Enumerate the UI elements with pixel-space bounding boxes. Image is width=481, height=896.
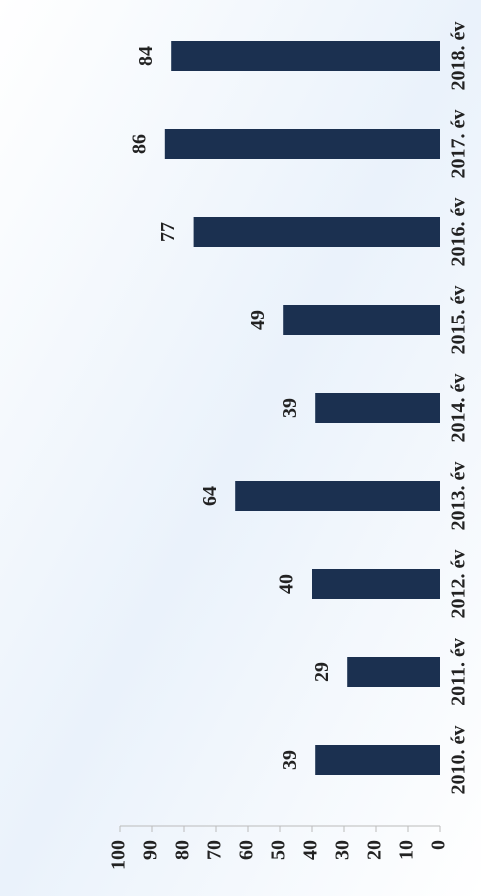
bar bbox=[164, 129, 441, 159]
y-tick-label: 0 bbox=[428, 840, 450, 850]
y-tick-label: 90 bbox=[140, 840, 162, 860]
data-label: 77 bbox=[157, 222, 179, 242]
data-label: 84 bbox=[135, 46, 157, 66]
y-tick-label: 40 bbox=[300, 840, 322, 860]
y-tick-label: 20 bbox=[364, 840, 386, 860]
data-label: 40 bbox=[276, 574, 298, 594]
data-label: 86 bbox=[128, 134, 150, 154]
x-tick-label: 2013. év bbox=[448, 462, 470, 531]
x-tick-label: 2014. év bbox=[448, 374, 470, 443]
bar bbox=[315, 745, 441, 775]
y-tick-label: 10 bbox=[396, 840, 418, 860]
y-tick-label: 60 bbox=[236, 840, 258, 860]
data-label: 64 bbox=[199, 486, 221, 506]
y-tick-label: 30 bbox=[332, 840, 354, 860]
y-tick-label: 80 bbox=[172, 840, 194, 860]
bar bbox=[283, 305, 441, 335]
data-label: 39 bbox=[279, 398, 301, 418]
bar bbox=[235, 481, 440, 511]
x-tick-label: 2017. év bbox=[448, 110, 470, 179]
data-label: 39 bbox=[279, 750, 301, 770]
x-tick-label: 2016. év bbox=[448, 198, 470, 267]
bar bbox=[347, 657, 441, 687]
x-tick-label: 2015. év bbox=[448, 286, 470, 355]
plot-area: 0 10 20 30 40 50 60 70 80 90 100 2010. év 39 2011. év… bbox=[108, 22, 470, 870]
data-label: 49 bbox=[247, 310, 269, 330]
bar bbox=[315, 393, 441, 423]
data-label: 29 bbox=[311, 662, 333, 682]
x-tick-label: 2011. év bbox=[448, 638, 470, 706]
x-tick-label: 2010. év bbox=[448, 726, 470, 795]
x-tick-label: 2018. év bbox=[448, 22, 470, 91]
y-tick-label: 70 bbox=[204, 840, 226, 860]
y-tick-label: 100 bbox=[108, 840, 130, 870]
y-tick-label: 50 bbox=[268, 840, 290, 860]
bar bbox=[171, 41, 440, 71]
bar bbox=[193, 217, 440, 247]
x-tick-label: 2012. év bbox=[448, 550, 470, 619]
bar bbox=[312, 569, 440, 599]
